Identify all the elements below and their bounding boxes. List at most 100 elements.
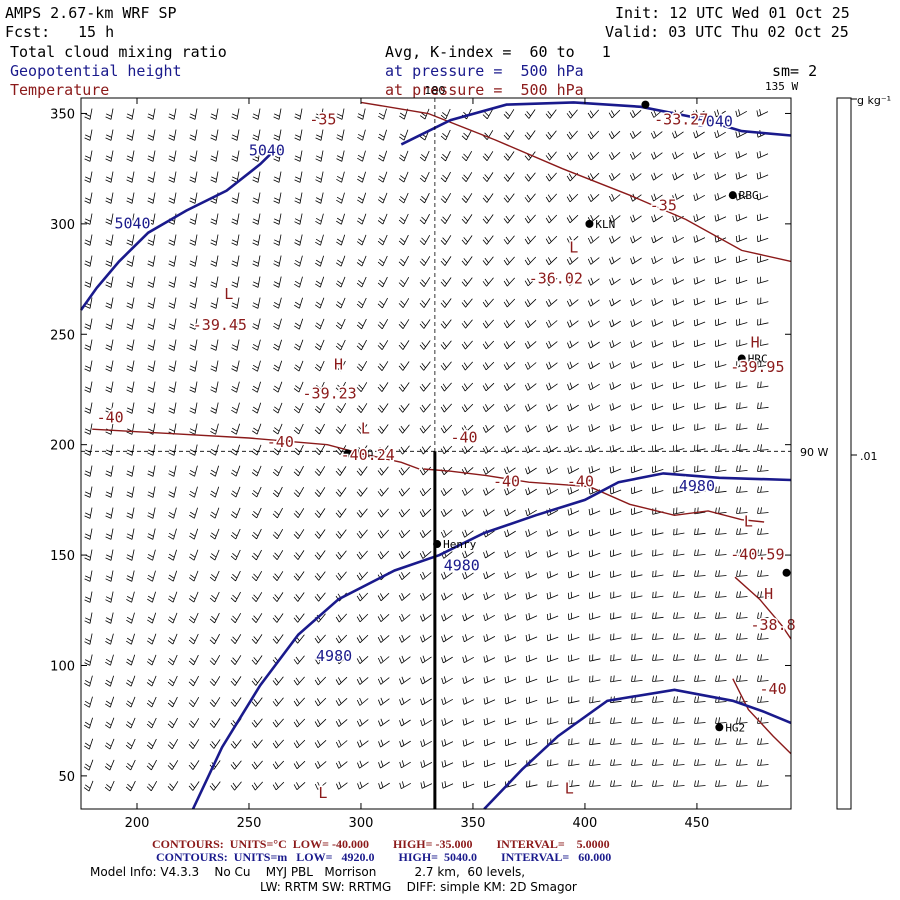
wind-barb xyxy=(398,382,410,392)
wind-barb xyxy=(524,109,536,119)
wind-barb xyxy=(398,340,410,350)
wind-barb xyxy=(589,612,601,620)
wind-barb xyxy=(504,445,516,454)
wind-barb xyxy=(546,466,558,475)
wind-barb xyxy=(147,297,156,309)
wind-barb xyxy=(588,403,600,412)
wind-barb xyxy=(693,151,705,160)
wind-barb xyxy=(126,297,135,309)
wind-barb xyxy=(84,444,93,456)
wind-barb xyxy=(567,549,580,558)
wind-barb xyxy=(651,277,663,286)
wind-barb xyxy=(273,150,282,162)
height-contour xyxy=(191,472,792,810)
x-tick-label: 300 xyxy=(349,816,374,831)
wind-barb xyxy=(167,675,178,687)
wind-barb xyxy=(693,193,705,202)
wind-barb xyxy=(672,298,685,306)
wind-barb xyxy=(189,486,198,498)
wind-barb xyxy=(524,382,537,391)
wind-barb xyxy=(588,549,601,558)
wind-barb xyxy=(188,570,199,582)
wind-barb xyxy=(104,780,115,792)
wind-barb xyxy=(566,130,578,140)
wind-barb xyxy=(673,486,685,494)
height-contours xyxy=(79,101,792,810)
wind-barb xyxy=(652,654,664,661)
wind-barb xyxy=(314,297,325,309)
wind-barb xyxy=(673,759,685,766)
wind-barb xyxy=(441,760,454,768)
wind-barb xyxy=(105,549,114,561)
wind-barb xyxy=(293,571,305,581)
height-label: 5040 xyxy=(114,214,150,232)
wind-barb xyxy=(651,381,664,390)
wind-barb xyxy=(526,780,538,788)
wind-barb xyxy=(546,382,558,391)
wind-barb xyxy=(589,633,601,641)
wind-barb xyxy=(588,507,601,516)
wind-barb xyxy=(105,444,114,456)
colorbar-tick: .01 xyxy=(860,450,878,463)
wind-barb xyxy=(105,507,114,519)
wind-barb xyxy=(545,299,558,307)
wind-barb xyxy=(504,675,517,684)
wind-barb xyxy=(231,444,241,456)
wind-barb xyxy=(567,445,579,454)
wind-barb xyxy=(272,739,284,749)
wind-barb xyxy=(546,571,559,579)
temperature-label: L xyxy=(744,512,753,530)
wind-barb xyxy=(356,255,367,267)
wind-barb xyxy=(715,738,727,745)
wind-barb xyxy=(629,172,642,181)
wind-barb xyxy=(714,193,727,201)
wind-barb xyxy=(314,550,326,560)
wind-barb xyxy=(673,696,685,703)
wind-barb xyxy=(336,108,345,120)
wind-barb xyxy=(378,108,387,120)
wind-barb xyxy=(503,256,515,266)
wind-barb xyxy=(631,633,643,641)
wind-barb xyxy=(377,614,390,622)
wind-barb xyxy=(356,592,369,602)
wind-barb xyxy=(147,507,156,519)
wind-barb xyxy=(546,612,559,621)
wind-barb xyxy=(504,550,516,559)
temperature-contour xyxy=(732,678,792,755)
wind-barb xyxy=(736,339,748,347)
wind-barb xyxy=(483,655,496,663)
wind-barb xyxy=(757,591,769,598)
wind-barb xyxy=(314,339,325,351)
wind-barb xyxy=(251,760,263,770)
wind-barb xyxy=(146,675,157,687)
wind-barb xyxy=(526,717,538,725)
wind-barb xyxy=(714,109,726,118)
wind-barb xyxy=(84,129,93,141)
wind-barb xyxy=(440,171,451,183)
wind-barb xyxy=(272,423,283,435)
wind-barb xyxy=(188,654,199,666)
wind-barb xyxy=(168,402,177,414)
wind-barb xyxy=(377,213,388,225)
wind-barb xyxy=(209,739,221,749)
wind-barb xyxy=(209,633,220,645)
wind-barb xyxy=(694,465,706,473)
wind-barb xyxy=(631,654,643,662)
wind-barb xyxy=(672,360,685,369)
wind-barb xyxy=(84,570,93,582)
height-label: 4980 xyxy=(444,557,480,575)
wind-barb xyxy=(84,696,93,708)
wind-barb xyxy=(566,277,579,286)
wind-barb xyxy=(335,739,348,748)
y-tick-label: 350 xyxy=(50,107,75,122)
wind-barb xyxy=(525,654,538,663)
wind-barb xyxy=(504,717,517,726)
wind-barb xyxy=(272,402,283,414)
wind-barb xyxy=(609,256,621,265)
wind-barb xyxy=(167,633,178,645)
wind-barb xyxy=(419,403,431,413)
temperature-label: -39.23 xyxy=(303,384,357,402)
wind-barb xyxy=(420,739,432,748)
wind-barb xyxy=(335,550,347,560)
wind-barb xyxy=(293,782,306,790)
